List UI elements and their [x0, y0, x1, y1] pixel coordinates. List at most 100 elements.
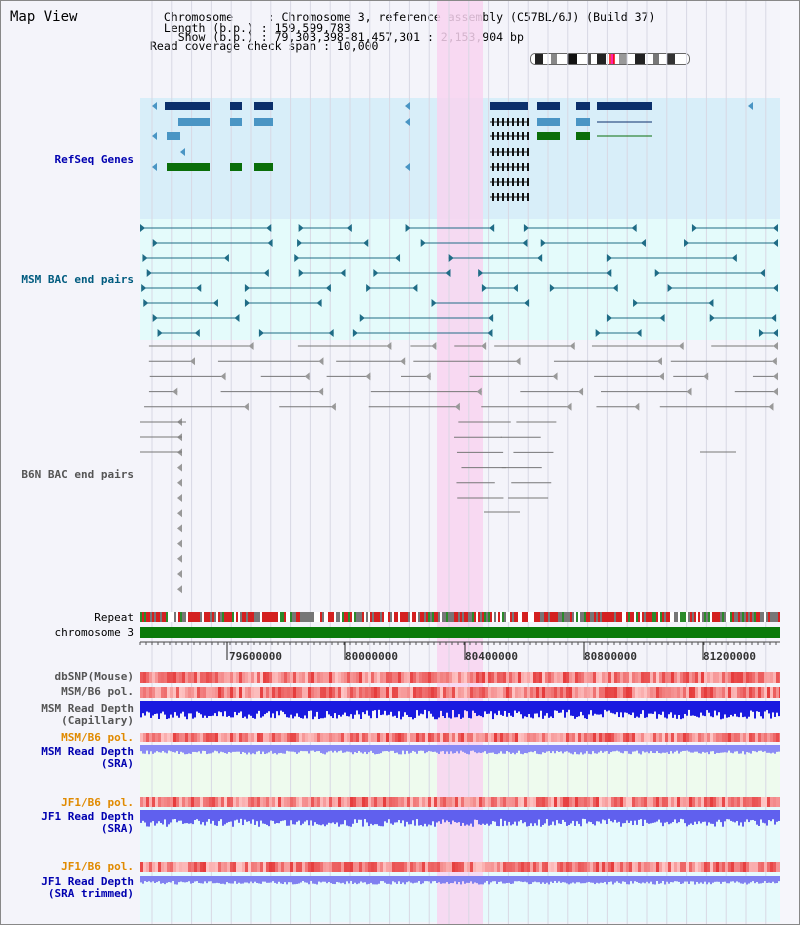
read-depth-bar — [644, 701, 646, 718]
read-depth-bar — [584, 810, 586, 820]
msm-bac-end — [373, 269, 379, 277]
read-depth-bar — [682, 701, 684, 719]
read-depth-bar — [660, 701, 662, 715]
repeat-element — [344, 612, 346, 622]
polymorphism-stripe — [308, 687, 311, 698]
read-depth-bar — [260, 876, 262, 884]
read-depth-bar — [414, 701, 416, 718]
read-depth-bar — [384, 876, 386, 883]
read-depth-bar — [384, 810, 386, 822]
read-depth-bar — [564, 876, 566, 883]
read-depth-bar — [740, 701, 742, 713]
polymorphism-stripe — [560, 862, 563, 872]
polymorphism-stripe — [566, 733, 569, 742]
polymorphism-stripe — [272, 687, 275, 698]
polymorphism-stripe — [152, 687, 155, 698]
msm-bac-end — [298, 269, 304, 277]
read-depth-bar — [736, 701, 738, 717]
polymorphism-stripe — [371, 797, 374, 807]
polymorphism-stripe — [674, 672, 677, 683]
read-depth-bar — [442, 701, 444, 716]
repeat-element — [266, 612, 268, 622]
read-depth-bar — [562, 701, 564, 710]
polymorphism-stripe — [248, 687, 251, 698]
read-depth-bar — [512, 876, 514, 884]
polymorphism-stripe — [740, 797, 743, 807]
read-depth-bar — [612, 745, 614, 752]
read-depth-bar — [764, 745, 766, 752]
polymorphism-stripe — [191, 862, 194, 872]
repeat-element — [398, 612, 400, 622]
read-depth-bar — [222, 701, 224, 717]
repeat-element — [262, 612, 264, 622]
polymorphism-stripe — [323, 797, 326, 807]
b6n-bac-end — [773, 372, 778, 381]
read-depth-bar — [640, 810, 642, 820]
read-depth-bar — [422, 745, 424, 751]
repeat-element — [326, 612, 328, 622]
polymorphism-stripe — [146, 797, 149, 807]
repeat-element — [528, 612, 530, 622]
polymorphism-stripe — [167, 862, 170, 872]
repeat-element — [464, 612, 466, 622]
read-depth-bar — [318, 876, 320, 882]
polymorphism-stripe — [671, 687, 674, 698]
read-depth-bar — [492, 810, 494, 822]
polymorphism-stripe — [509, 797, 512, 807]
polymorphism-stripe — [539, 672, 542, 683]
highlight-region — [437, 0, 483, 925]
read-depth-bar — [212, 810, 214, 821]
read-depth-bar — [588, 745, 590, 754]
polymorphism-stripe — [272, 797, 275, 807]
gene-exon — [502, 178, 504, 186]
polymorphism-stripe — [455, 687, 458, 698]
read-depth-bar — [418, 876, 420, 882]
polymorphism-stripe — [296, 797, 299, 807]
gene-exon — [502, 193, 504, 201]
read-depth-bar — [166, 876, 168, 883]
polymorphism-stripe — [335, 733, 338, 742]
read-depth-bar — [426, 876, 428, 882]
read-depth-bar — [488, 745, 490, 753]
read-depth-bar — [188, 876, 190, 882]
polymorphism-stripe — [356, 672, 359, 683]
polymorphism-stripe — [683, 672, 686, 683]
read-depth-bar — [332, 876, 334, 884]
read-depth-bar — [448, 701, 450, 718]
read-depth-bar — [678, 876, 680, 882]
read-depth-bar — [588, 810, 590, 822]
polymorphism-stripe — [692, 862, 695, 872]
repeat-element — [272, 612, 274, 622]
polymorphism-stripe — [770, 687, 773, 698]
polymorphism-stripe — [716, 733, 719, 742]
polymorphism-stripe — [437, 862, 440, 872]
repeat-element — [670, 612, 672, 622]
read-depth-bar — [372, 701, 374, 711]
polymorphism-stripe — [419, 797, 422, 807]
polymorphism-stripe — [512, 672, 515, 683]
polymorphism-stripe — [761, 687, 764, 698]
polymorphism-stripe — [611, 672, 614, 683]
polymorphism-stripe — [317, 862, 320, 872]
read-depth-bar — [516, 701, 518, 713]
read-depth-bar — [632, 810, 634, 826]
read-depth-bar — [510, 745, 512, 754]
polymorphism-stripe — [365, 862, 368, 872]
polymorphism-stripe — [635, 687, 638, 698]
polymorphism-stripe — [203, 733, 206, 742]
gene-exon — [497, 118, 499, 126]
repeat-element — [592, 612, 594, 622]
read-depth-bar — [186, 745, 188, 755]
polymorphism-stripe — [614, 797, 617, 807]
chromosome-ideogram[interactable] — [530, 53, 690, 65]
polymorphism-stripe — [491, 672, 494, 683]
repeat-element — [590, 612, 592, 622]
read-depth-bar — [668, 876, 670, 884]
read-depth-bar — [420, 745, 422, 751]
polymorphism-stripe — [515, 862, 518, 872]
repeat-element — [470, 612, 472, 622]
read-depth-bar — [168, 701, 170, 719]
read-depth-bar — [526, 810, 528, 827]
repeat-element — [360, 612, 362, 622]
